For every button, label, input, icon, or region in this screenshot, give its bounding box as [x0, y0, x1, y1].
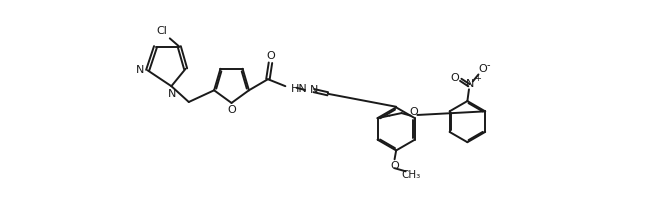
Text: CH₃: CH₃: [402, 169, 421, 180]
Text: O: O: [227, 105, 236, 115]
Text: O: O: [266, 52, 276, 61]
Text: N: N: [310, 85, 318, 95]
Text: N: N: [466, 79, 475, 89]
Text: O: O: [450, 73, 459, 83]
Text: Cl: Cl: [157, 26, 167, 36]
Text: O: O: [478, 64, 486, 74]
Text: +: +: [474, 74, 481, 83]
Text: O: O: [390, 161, 399, 171]
Text: N: N: [168, 89, 176, 99]
Text: -: -: [487, 60, 490, 70]
Text: N: N: [136, 65, 144, 75]
Text: O: O: [410, 107, 419, 118]
Text: HN: HN: [291, 84, 308, 94]
